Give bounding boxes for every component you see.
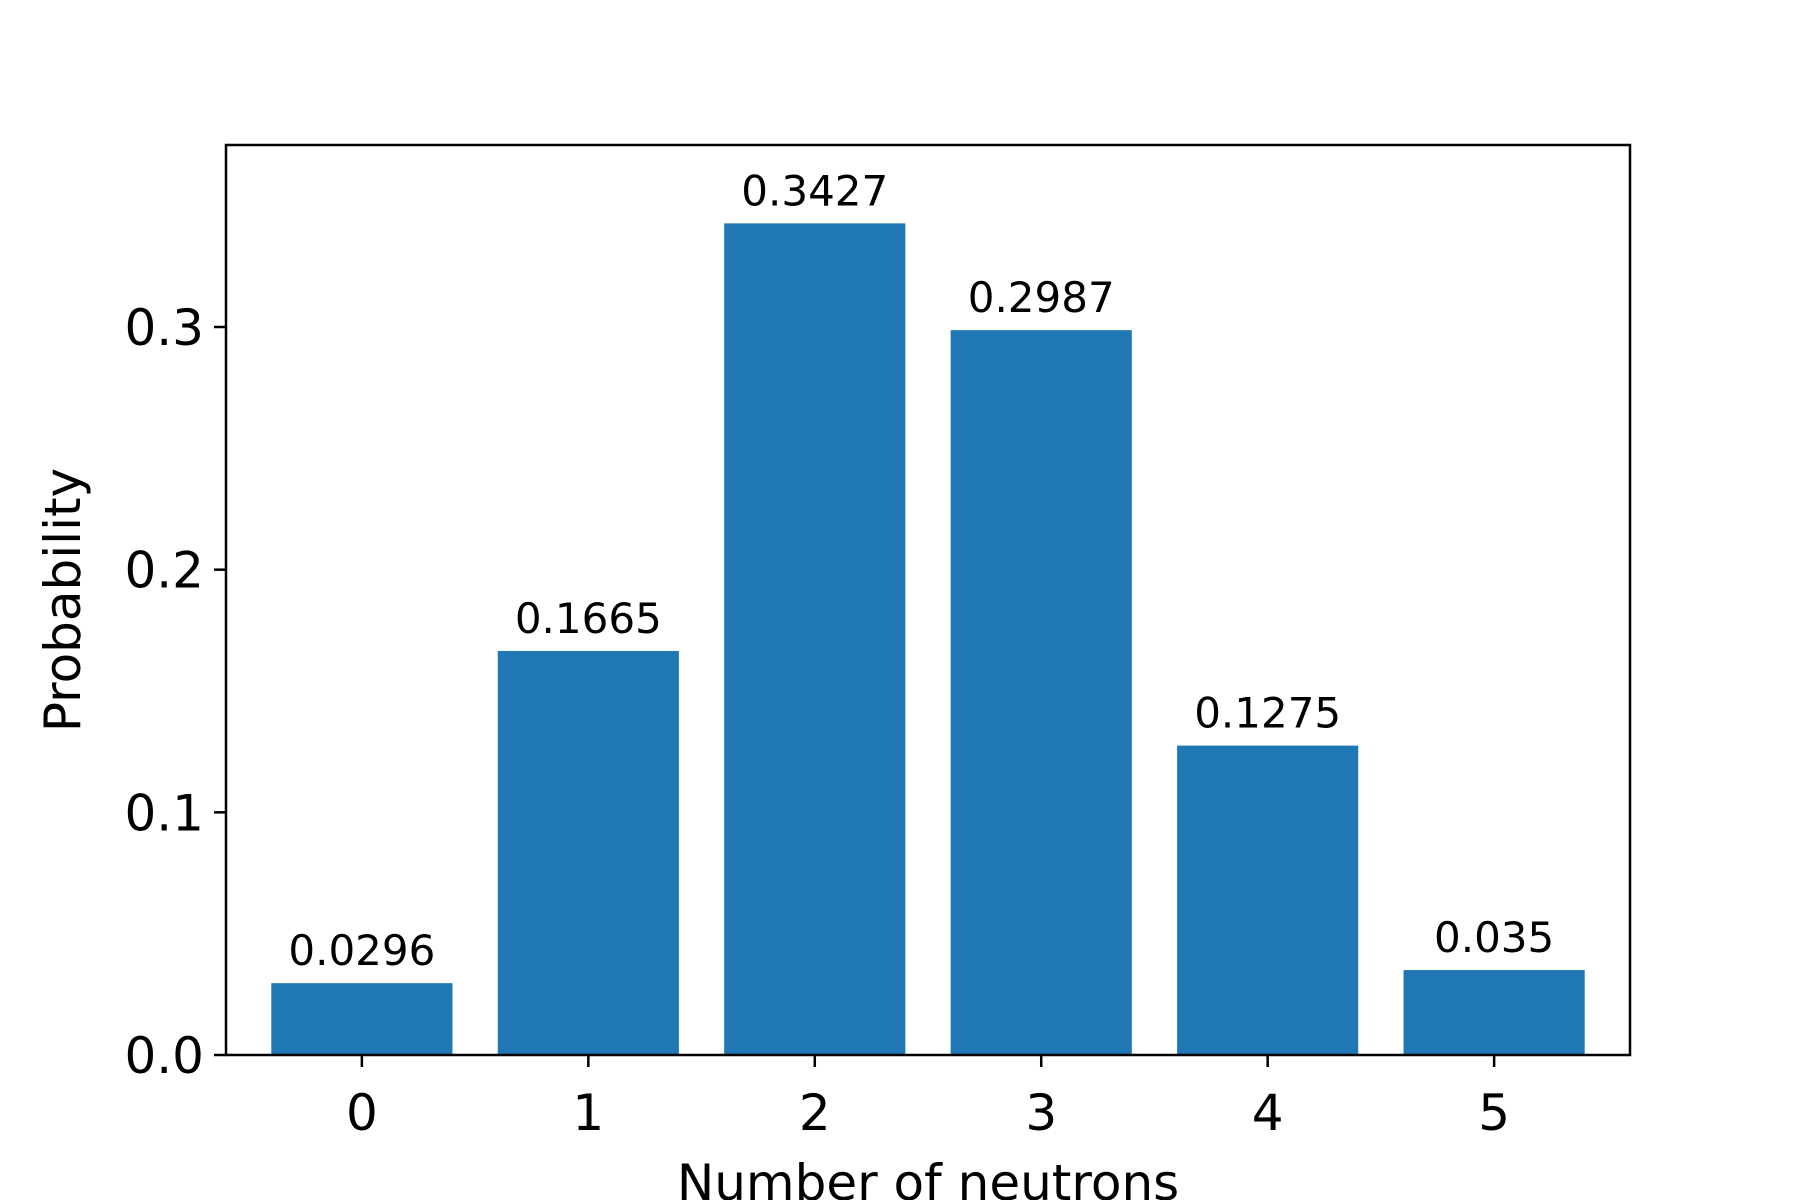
x-tick-label: 3	[1025, 1084, 1057, 1142]
y-tick-label: 0.2	[124, 542, 204, 600]
data-label-2: 0.3427	[741, 166, 888, 215]
bars-layer	[271, 223, 1585, 1055]
x-axis: 0 1 2 3 4 5	[346, 1055, 1510, 1142]
x-tick-label: 2	[799, 1084, 831, 1142]
data-label-4: 0.1275	[1194, 689, 1341, 738]
y-axis: 0.0 0.1 0.2 0.3	[124, 299, 226, 1085]
y-tick-label: 0.3	[124, 299, 204, 357]
data-labels-layer: 0.0296 0.1665 0.3427 0.2987 0.1275 0.035	[288, 166, 1554, 975]
x-tick-label: 1	[572, 1084, 604, 1142]
bar-0	[271, 983, 453, 1055]
bar-3	[950, 330, 1132, 1055]
data-label-3: 0.2987	[968, 273, 1115, 322]
bar-4	[1177, 745, 1359, 1055]
plot-frame	[224, 143, 1632, 1057]
bar-5	[1403, 970, 1585, 1055]
data-label-0: 0.0296	[288, 926, 435, 975]
x-axis-title: Number of neutrons	[677, 1154, 1179, 1200]
data-label-5: 0.035	[1434, 913, 1554, 962]
bar-2	[724, 223, 906, 1055]
y-tick-label: 0.0	[124, 1027, 204, 1085]
y-tick-label: 0.1	[124, 784, 204, 842]
x-tick-label: 4	[1252, 1084, 1284, 1142]
x-tick-label: 0	[346, 1084, 378, 1142]
bar-1	[497, 650, 679, 1055]
data-label-1: 0.1665	[515, 594, 662, 643]
x-tick-label: 5	[1478, 1084, 1510, 1142]
y-axis-title: Probability	[34, 468, 92, 732]
